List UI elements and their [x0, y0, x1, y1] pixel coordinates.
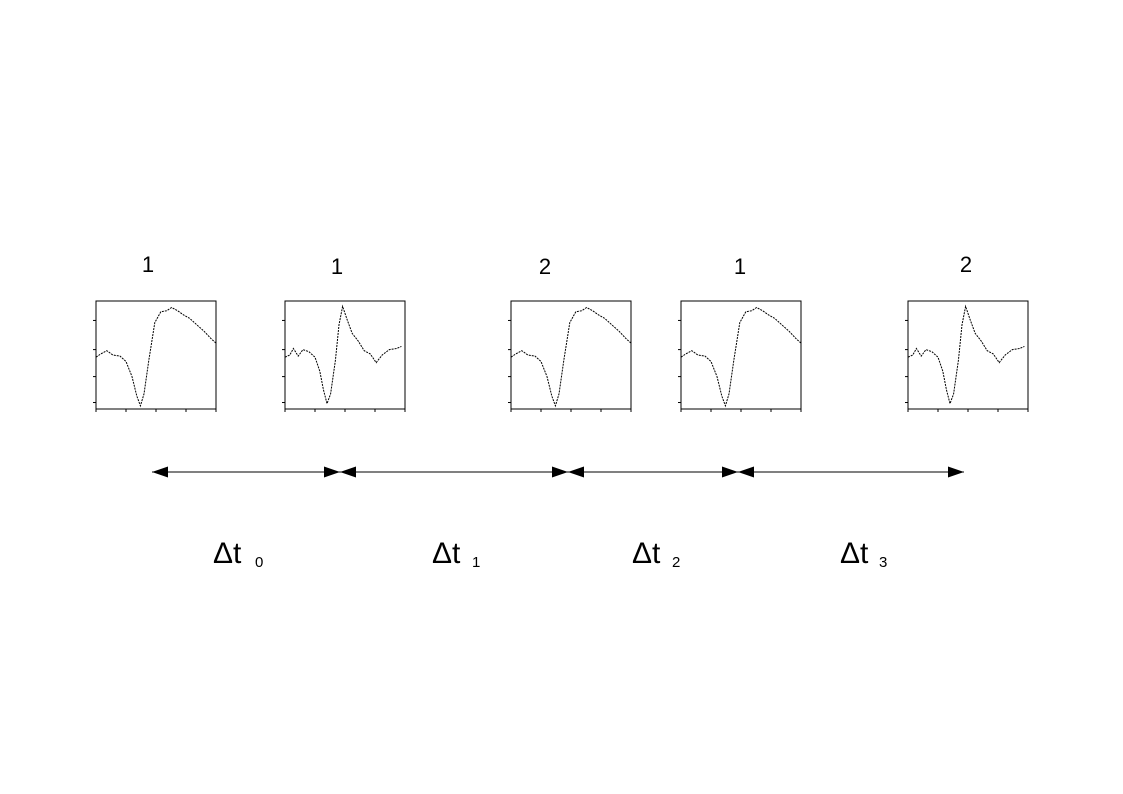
spike-waveform-trace [907, 304, 1025, 406]
arrow-head-right-icon [722, 466, 738, 478]
interval-arrow-0 [152, 466, 340, 478]
arrow-head-right-icon [552, 466, 568, 478]
waveform-plot-1 [93, 300, 217, 412]
spike-label-1: 1 [142, 252, 154, 277]
interval-symbol: Δt [432, 537, 461, 570]
spike-label-2: 1 [331, 254, 343, 279]
waveform-plot-5 [905, 300, 1029, 412]
spike-label-4: 1 [734, 254, 746, 279]
interval-arrow-2 [568, 466, 738, 478]
spike-waveform-trace [95, 306, 217, 408]
spike-waveform-trace [510, 306, 632, 408]
waveform-plot-2 [282, 300, 406, 412]
spike-panel-1: 1 [93, 252, 217, 412]
spike-panel-3: 2 [508, 254, 632, 412]
spike-panel-2: 1 [282, 254, 406, 412]
interval-subscript: 0 [255, 554, 263, 571]
arrow-head-left-icon [738, 466, 754, 478]
spike-waveform-trace [284, 304, 402, 406]
interval-symbol: Δt [840, 537, 869, 570]
interval-subscript: 3 [879, 554, 887, 571]
interval-subscript: 2 [672, 554, 680, 571]
spike-waveform-trace [680, 306, 802, 408]
interval-label-2: Δt 2 [632, 537, 680, 571]
arrow-head-left-icon [568, 466, 584, 478]
interval-symbol: Δt [632, 537, 661, 570]
arrow-head-right-icon [948, 466, 964, 478]
interval-arrow-3 [738, 466, 964, 478]
spike-panel-4: 1 [678, 254, 802, 412]
interval-subscript: 1 [472, 554, 480, 571]
plot-frame [284, 300, 406, 410]
interval-label-3: Δt 3 [840, 537, 887, 571]
spike-label-3: 2 [539, 254, 551, 279]
interval-symbol: Δt [213, 537, 242, 570]
arrow-head-left-icon [152, 466, 168, 478]
waveform-plot-3 [508, 300, 632, 412]
interval-label-0: Δt 0 [213, 537, 263, 571]
interval-arrow-1 [340, 466, 568, 478]
spike-panel-5: 2 [905, 252, 1029, 412]
interval-label-1: Δt 1 [432, 537, 480, 571]
arrow-head-left-icon [340, 466, 356, 478]
plot-frame [907, 300, 1029, 410]
arrow-head-right-icon [324, 466, 340, 478]
waveform-plot-4 [678, 300, 802, 412]
spike-label-5: 2 [960, 252, 972, 277]
